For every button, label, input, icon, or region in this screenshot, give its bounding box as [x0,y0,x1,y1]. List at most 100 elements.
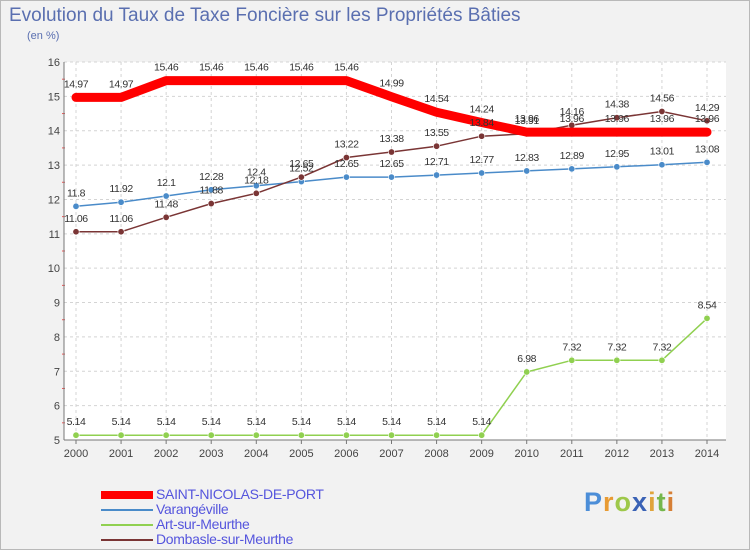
data-point-varangeville [523,167,531,175]
data-point-dombasle [252,189,260,197]
legend-label-varangeville: Varangéville [156,501,229,517]
data-label-dombasle: 13.84 [470,117,495,129]
data-label-art-sur-meurthe: 5.14 [472,416,491,428]
data-point-dombasle [207,200,215,208]
data-label-saint-nicolas: 13.96 [515,113,540,125]
legend-swatch-varangeville [101,509,153,511]
x-tick-label: 2005 [289,448,313,460]
legend-label-dombasle: Dombasle-sur-Meurthe [156,531,294,547]
data-label-saint-nicolas: 13.96 [650,113,675,125]
chart-title: Evolution du Taux de Taxe Foncière sur l… [9,5,521,26]
x-tick-label: 2013 [650,448,674,460]
data-point-art-sur-meurthe [478,431,486,439]
legend-swatch-art-sur-meurthe [101,524,153,526]
data-point-varangeville [658,161,666,169]
data-label-dombasle: 14.38 [605,99,630,111]
data-label-saint-nicolas: 14.54 [424,93,449,105]
data-label-varangeville: 12.89 [560,150,585,162]
data-label-art-sur-meurthe: 7.32 [607,341,626,353]
legend-label-saint-nicolas: SAINT-NICOLAS-DE-PORT [156,486,324,502]
y-tick-label: 11 [49,229,60,241]
data-label-saint-nicolas: 15.46 [334,62,359,74]
data-label-art-sur-meurthe: 7.32 [562,341,581,353]
series-line-saint-nicolas [71,76,712,137]
data-label-dombasle: 12.65 [289,158,314,170]
data-label-saint-nicolas: 14.97 [109,78,134,90]
data-point-dombasle [433,142,441,150]
data-label-varangeville: 12.52 [289,163,314,175]
data-label-art-sur-meurthe: 5.14 [292,416,311,428]
y-tick-label: 5 [54,435,60,447]
data-label-dombasle: 11.88 [199,185,223,197]
data-label-art-sur-meurthe: 5.14 [67,416,86,428]
data-point-varangeville [207,186,215,194]
data-label-varangeville: 11.92 [109,183,133,195]
x-tick-label: 2003 [199,448,223,460]
data-point-varangeville [433,171,441,179]
data-point-art-sur-meurthe [387,431,395,439]
data-point-dombasle [478,132,486,140]
y-tick-label: 14 [48,126,60,138]
data-point-varangeville [478,169,486,177]
data-label-art-sur-meurthe: 6.98 [517,353,536,365]
data-point-art-sur-meurthe [207,431,215,439]
data-point-varangeville [342,173,350,181]
data-point-varangeville [72,202,80,210]
y-tick-label: 6 [54,401,60,413]
y-tick-label: 13 [48,160,60,172]
data-label-dombasle: 14.29 [695,102,720,114]
data-point-art-sur-meurthe [252,431,260,439]
data-label-art-sur-meurthe: 5.14 [337,416,356,428]
data-label-varangeville: 12.1 [157,177,176,189]
data-label-saint-nicolas: 15.46 [199,62,224,74]
data-point-art-sur-meurthe [568,356,576,364]
data-point-dombasle [162,213,170,221]
y-tick-label: 15 [48,91,60,103]
y-tick-label: 16 [48,57,60,69]
data-point-varangeville [568,165,576,173]
x-tick-label: 2009 [469,448,493,460]
data-label-art-sur-meurthe: 5.14 [112,416,131,428]
data-point-varangeville [613,163,621,171]
plot-area [64,62,726,440]
data-point-art-sur-meurthe [703,314,711,322]
data-label-dombasle: 11.48 [154,198,178,210]
data-point-varangeville [162,192,170,200]
data-label-art-sur-meurthe: 8.54 [698,299,717,311]
y-tick-label: 9 [54,298,60,310]
data-label-dombasle: 13.22 [334,139,359,151]
logo-letter: i [666,487,676,517]
data-point-dombasle [117,228,125,236]
data-point-dombasle [387,148,395,156]
data-label-varangeville: 12.77 [470,154,495,166]
logo-letter: t [656,487,667,517]
data-label-dombasle: 12.18 [244,174,269,186]
y-tick-label: 10 [48,263,60,275]
data-point-art-sur-meurthe [162,431,170,439]
data-point-dombasle [613,114,621,122]
data-label-varangeville: 12.65 [334,158,359,170]
data-point-art-sur-meurthe [342,431,350,439]
logo-letter: P [584,487,604,517]
data-label-varangeville: 11.8 [67,187,86,199]
x-tick-label: 2008 [424,448,448,460]
data-label-saint-nicolas: 14.97 [64,78,89,90]
data-label-varangeville: 12.83 [515,152,540,164]
logo-letter: i [648,487,657,517]
legend-label-art-sur-meurthe: Art-sur-Meurthe [156,516,250,532]
data-point-varangeville [387,173,395,181]
data-label-art-sur-meurthe: 5.14 [247,416,266,428]
data-point-varangeville [117,198,125,206]
data-label-saint-nicolas: 15.46 [154,62,179,74]
data-label-saint-nicolas: 15.46 [289,62,314,74]
x-tick-label: 2004 [244,448,268,460]
data-label-dombasle: 11.06 [64,213,88,225]
data-label-varangeville: 12.71 [424,156,449,168]
data-point-art-sur-meurthe [117,431,125,439]
x-tick-label: 2010 [514,448,538,460]
logo-letter: o [614,487,633,517]
data-point-dombasle [72,228,80,236]
data-label-saint-nicolas: 14.24 [470,103,495,115]
